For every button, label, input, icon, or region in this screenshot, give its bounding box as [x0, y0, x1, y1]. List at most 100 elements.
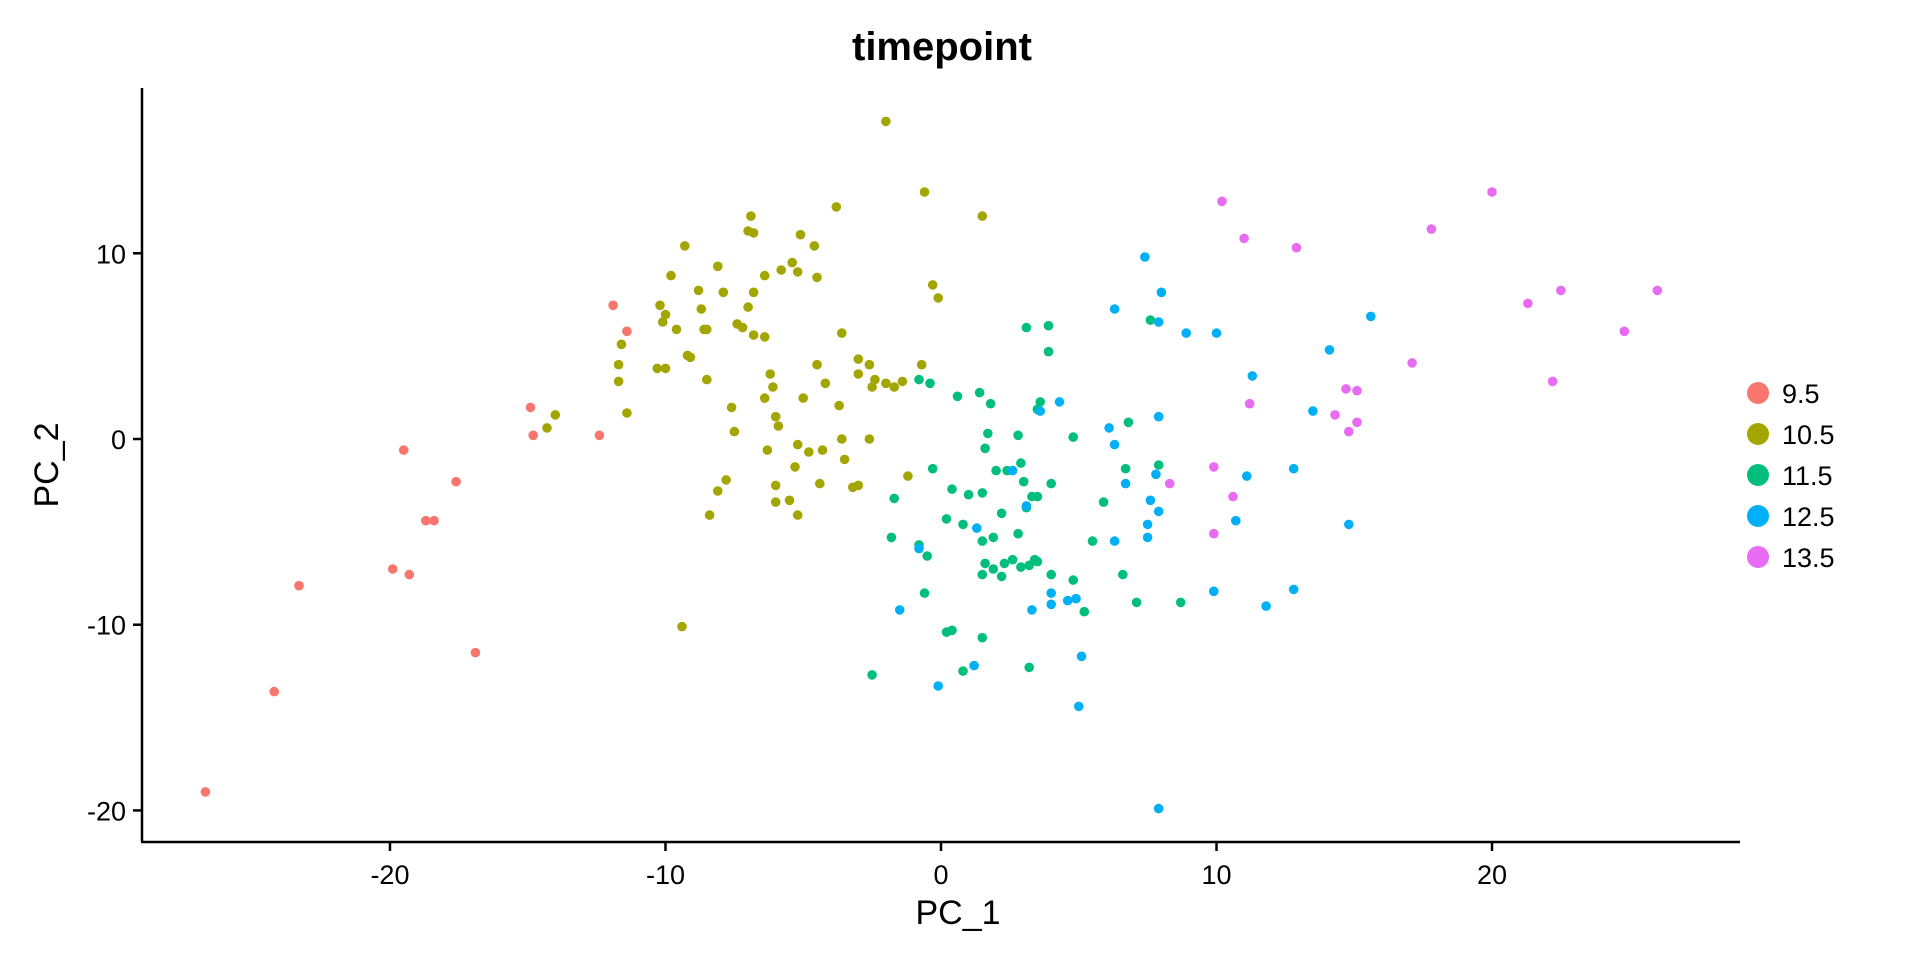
- data-point: [1231, 515, 1241, 526]
- data-point: [671, 324, 682, 335]
- data-point: [983, 428, 993, 439]
- data-point: [748, 287, 759, 298]
- data-point: [1071, 593, 1081, 604]
- legend-label: 9.5: [1782, 379, 1820, 409]
- x-tick-label: 0: [933, 860, 948, 890]
- data-point: [974, 387, 985, 398]
- y-ticks: -20 -10 0 10: [87, 239, 142, 826]
- data-point: [1032, 491, 1043, 502]
- data-point: [996, 571, 1007, 582]
- data-point: [1007, 554, 1018, 565]
- data-point: [1156, 287, 1167, 298]
- data-point: [1076, 651, 1087, 662]
- data-point: [451, 476, 461, 487]
- data-point: [1366, 311, 1376, 322]
- data-point: [421, 515, 431, 526]
- data-point: [655, 300, 665, 311]
- data-point: [680, 241, 690, 251]
- data-point: [693, 285, 704, 296]
- data-point: [1046, 599, 1056, 610]
- data-point: [1016, 458, 1026, 468]
- data-point: [387, 564, 398, 574]
- data-point: [1209, 586, 1219, 597]
- data-point: [721, 475, 731, 485]
- x-tick-label: -20: [370, 860, 409, 890]
- data-point: [881, 378, 891, 389]
- data-point: [1043, 346, 1054, 357]
- data-point: [1087, 536, 1098, 546]
- y-tick-label: 10: [96, 239, 126, 269]
- data-point: [737, 322, 748, 333]
- data-point: [1046, 588, 1056, 598]
- data-point: [985, 398, 996, 409]
- data-point: [1247, 371, 1258, 381]
- data-point: [1013, 528, 1023, 539]
- data-point: [831, 202, 842, 212]
- data-point: [837, 434, 847, 444]
- data-point: [746, 211, 756, 221]
- data-point: [759, 270, 770, 281]
- data-point: [1344, 519, 1354, 530]
- data-point: [1344, 426, 1354, 437]
- data-point: [792, 267, 803, 277]
- data-point: [1291, 242, 1302, 253]
- data-point: [1288, 463, 1299, 474]
- data-point: [1242, 471, 1252, 481]
- data-point: [1153, 803, 1164, 814]
- data-point: [853, 480, 864, 491]
- data-point: [704, 510, 715, 520]
- data-point: [542, 423, 552, 433]
- data-point: [1021, 501, 1032, 511]
- data-point: [1109, 304, 1120, 314]
- data-point: [404, 569, 415, 580]
- data-point: [977, 569, 988, 580]
- data-point: [528, 430, 538, 441]
- data-point: [1308, 406, 1318, 416]
- data-point: [770, 497, 781, 507]
- data-point: [1046, 478, 1056, 489]
- data-point: [933, 681, 943, 691]
- data-point: [1164, 478, 1175, 489]
- data-point: [1175, 597, 1186, 608]
- data-point: [622, 326, 632, 337]
- data-point: [988, 532, 999, 543]
- data-point: [1120, 463, 1131, 474]
- data-point: [804, 447, 814, 457]
- data-point: [1153, 460, 1164, 470]
- data-point: [743, 302, 753, 312]
- y-tick-label: -10: [87, 611, 126, 641]
- data-point: [969, 660, 979, 671]
- data-point: [622, 408, 632, 418]
- x-tick-label: 20: [1477, 860, 1507, 890]
- data-point: [1324, 345, 1335, 355]
- data-point: [677, 621, 687, 632]
- y-tick-label: 0: [111, 425, 126, 455]
- data-point: [1068, 575, 1078, 585]
- data-point: [1209, 462, 1219, 472]
- data-point: [773, 421, 784, 431]
- data-point: [977, 632, 988, 643]
- data-point: [889, 493, 899, 504]
- x-tick-label: -10: [646, 860, 685, 890]
- data-point: [839, 454, 850, 465]
- data-point: [1098, 497, 1109, 507]
- data-point: [1142, 532, 1153, 543]
- data-point: [1151, 469, 1161, 480]
- data-point: [894, 605, 905, 615]
- data-point: [657, 317, 668, 327]
- legend-key: [1747, 382, 1769, 404]
- data-point: [1104, 423, 1114, 433]
- data-point: [1062, 595, 1073, 606]
- data-point: [718, 287, 729, 298]
- data-point: [1239, 233, 1249, 244]
- data-point: [886, 532, 897, 543]
- data-point: [1209, 528, 1219, 539]
- data-point: [820, 378, 831, 389]
- data-point: [702, 374, 712, 385]
- legend-label: 11.5: [1782, 461, 1833, 491]
- data-point: [795, 229, 806, 240]
- data-point: [903, 471, 913, 481]
- data-point: [864, 434, 875, 444]
- data-point: [1120, 478, 1131, 489]
- x-ticks: -20 -10 0 10 20: [370, 842, 1507, 890]
